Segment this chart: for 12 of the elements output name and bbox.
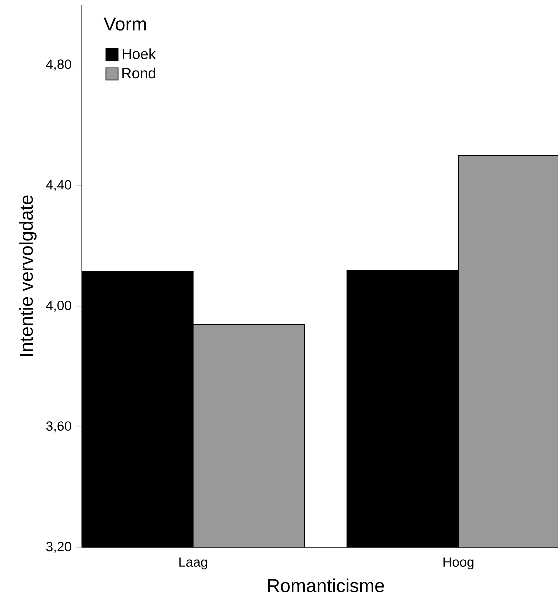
y-tick-label: 4,80 — [46, 60, 72, 71]
legend-label: Hoek — [123, 48, 156, 60]
legend-title: Vorm — [104, 18, 146, 31]
x-tick-label: Hoog — [444, 558, 474, 570]
x-axis-title: Romanticisme — [268, 578, 384, 593]
y-tick-label: 4,40 — [46, 180, 72, 192]
y-tick-label: 3,60 — [46, 422, 72, 433]
y-axis-title: Intentie vervolgdate — [19, 196, 37, 356]
y-tick-label: 3,20 — [46, 542, 72, 554]
y-tick-label: 4,00 — [46, 300, 72, 312]
legend-label: Rond — [122, 68, 156, 79]
x-tick-label: Laag — [180, 558, 208, 570]
